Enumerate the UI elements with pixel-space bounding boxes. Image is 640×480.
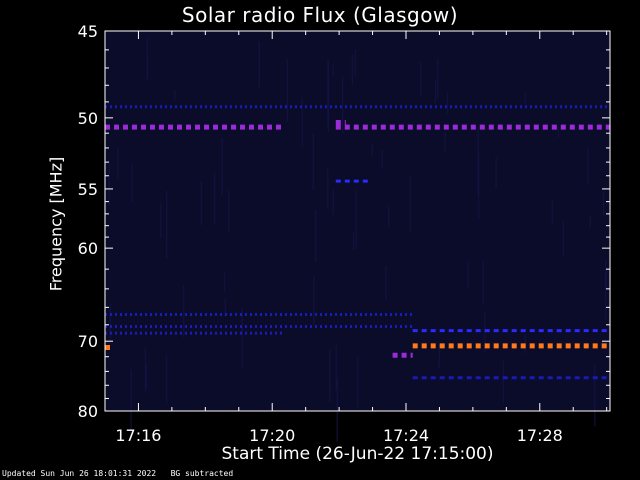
noise-column <box>108 160 110 206</box>
footer-status: Updated Sun Jun 26 18:01:31 2022 BG subt… <box>2 469 233 478</box>
noise-column <box>438 344 440 368</box>
noise-column <box>160 203 162 238</box>
noise-column <box>351 54 354 86</box>
noise-column <box>352 232 355 250</box>
x-tick-label: 17:24 <box>383 426 429 445</box>
noise-column <box>385 265 387 300</box>
y-tick-label: 50 <box>78 109 98 128</box>
noise-column <box>437 58 439 99</box>
chart-title: Solar radio Flux (Glasgow) <box>181 3 459 27</box>
noise-column <box>341 76 344 134</box>
noise-column <box>165 354 168 405</box>
noise-column <box>604 259 607 320</box>
noise-column <box>446 91 449 114</box>
noise-column <box>332 189 335 215</box>
bg-subtracted-note: BG subtracted <box>170 469 234 478</box>
noise-column <box>228 190 230 231</box>
noise-column <box>551 200 553 225</box>
noise-column <box>355 189 357 250</box>
noise-column <box>223 272 226 293</box>
noise-column <box>329 348 331 402</box>
noise-column <box>420 62 422 97</box>
x-axis-label: Start Time (26-Jun-22 17:15:00) <box>221 444 494 464</box>
noise-column <box>602 191 605 216</box>
noise-column <box>258 41 260 88</box>
noise-column <box>478 152 480 219</box>
noise-column <box>562 221 565 257</box>
noise-column <box>301 97 303 147</box>
noise-column <box>557 126 560 138</box>
noise-column <box>213 172 216 224</box>
noise-column <box>495 157 497 189</box>
noise-column <box>146 55 149 77</box>
plot-frame <box>104 30 611 412</box>
noise-column <box>388 206 390 227</box>
y-tick-label: 70 <box>78 332 98 351</box>
updated-timestamp: Updated Sun Jun 26 18:01:31 2022 <box>2 469 157 478</box>
noise-column <box>286 58 288 122</box>
emission-features <box>105 105 610 380</box>
noise-column <box>327 166 329 210</box>
noise-column <box>224 298 226 317</box>
noise-column <box>221 137 223 195</box>
noise-column <box>434 80 437 104</box>
y-axis: 45 50 55 60 70 80 <box>78 22 610 421</box>
noise-column <box>409 175 411 232</box>
noise-column <box>381 149 383 170</box>
noise-column <box>482 261 484 305</box>
y-tick-label: 60 <box>78 239 98 258</box>
background-noise <box>108 38 607 443</box>
noise-column <box>332 63 334 77</box>
noise-column <box>524 91 526 104</box>
noise-column <box>117 147 119 179</box>
noise-column <box>312 133 314 191</box>
noise-column <box>467 261 469 288</box>
x-tick-label: 17:16 <box>115 426 161 445</box>
noise-column <box>327 58 329 127</box>
noise-column <box>183 285 185 338</box>
noise-column <box>241 307 243 369</box>
noise-column <box>587 148 589 185</box>
noise-column <box>313 276 315 325</box>
noise-column <box>594 364 596 427</box>
noise-column <box>356 357 359 408</box>
noise-column <box>314 210 317 263</box>
plot-background <box>105 31 610 411</box>
x-axis: 17:16 17:20 17:24 17:28 <box>104 31 608 445</box>
noise-column <box>502 360 505 403</box>
noise-column <box>166 190 168 259</box>
y-tick-label: 55 <box>78 180 98 199</box>
noise-column <box>200 181 202 225</box>
noise-column <box>444 132 446 153</box>
noise-column <box>484 312 486 353</box>
noise-column <box>477 127 479 195</box>
y-tick-label: 45 <box>78 22 98 41</box>
noise-column <box>174 90 176 101</box>
noise-column <box>589 216 591 229</box>
noise-column <box>130 369 132 438</box>
y-axis-label: Frequency [MHz] <box>46 156 66 292</box>
noise-column <box>605 268 607 288</box>
noise-column <box>335 345 337 391</box>
noise-column <box>354 49 356 77</box>
x-tick-label: 17:28 <box>517 426 563 445</box>
x-tick-label: 17:20 <box>249 426 295 445</box>
noise-column <box>145 364 147 389</box>
noise-column <box>371 144 373 156</box>
y-tick-label: 80 <box>78 402 98 421</box>
noise-column <box>109 303 111 341</box>
noise-column <box>131 163 133 202</box>
